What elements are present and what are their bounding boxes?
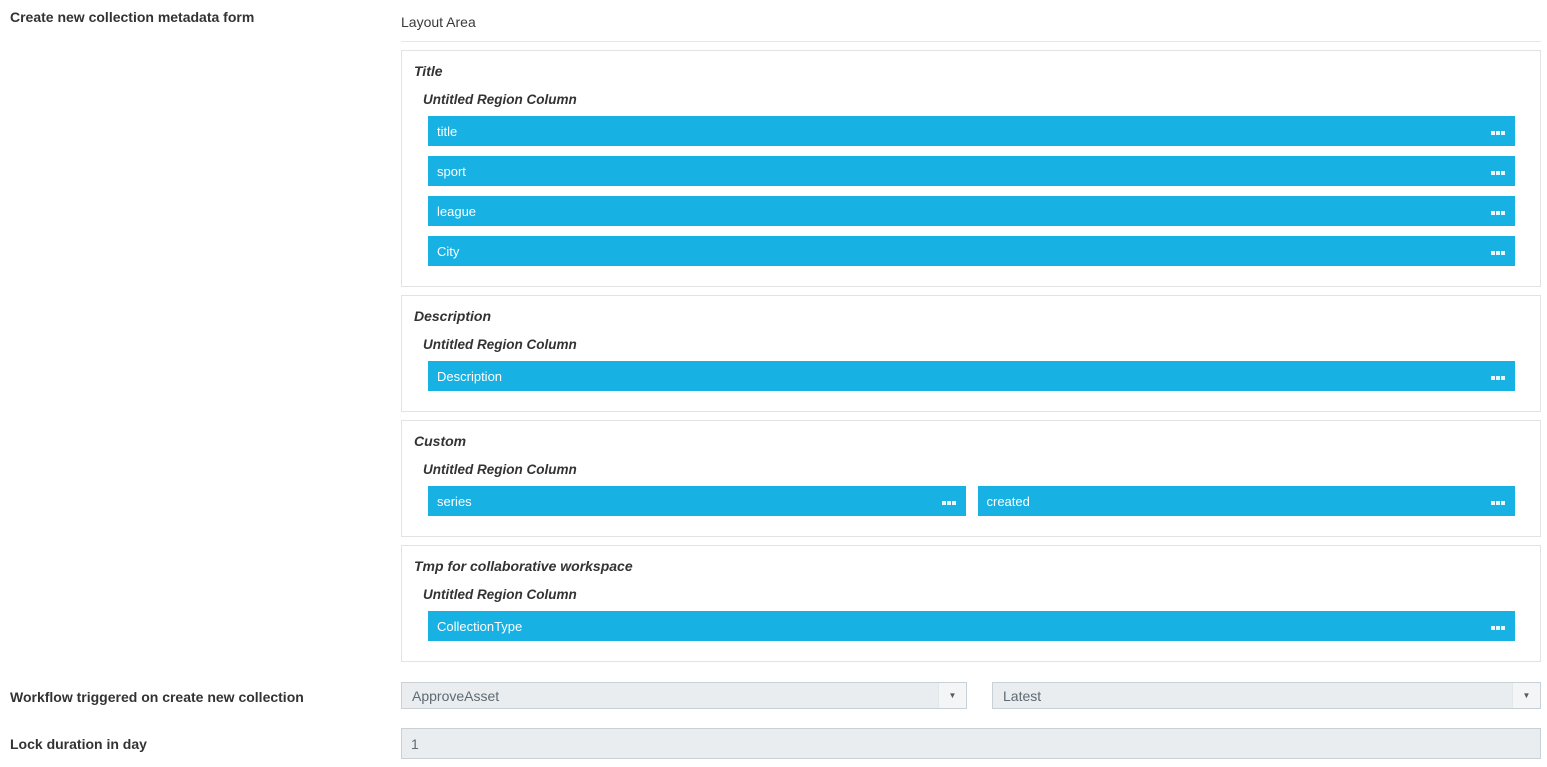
field-label: series (437, 493, 472, 509)
lock-row-label: Lock duration in day (10, 736, 147, 752)
region-column-label: Untitled Region Column (423, 337, 577, 352)
layout-section-custom: Custom Untitled Region Column series create… (401, 420, 1541, 537)
layout-area-title: Layout Area (401, 14, 476, 30)
chevron-down-icon[interactable]: ▼ (1512, 683, 1540, 708)
region-column-label: Untitled Region Column (423, 462, 577, 477)
field-league[interactable]: league (428, 196, 1515, 226)
field-label: sport (437, 163, 466, 179)
field-label: league (437, 203, 477, 219)
field-created[interactable]: created (977, 486, 1515, 516)
field-label: Description (437, 368, 503, 384)
region-column-label: Untitled Region Column (423, 587, 577, 602)
chevron-down-icon[interactable]: ▼ (938, 683, 966, 708)
drag-handle-icon[interactable] (1491, 251, 1505, 255)
drag-handle-icon[interactable] (1491, 211, 1505, 215)
field-series[interactable]: series (428, 486, 966, 516)
workflow-select[interactable]: ApproveAsset ▼ (401, 682, 967, 709)
section-title: Tmp for collaborative workspace (414, 558, 633, 574)
region-column-label: Untitled Region Column (423, 92, 577, 107)
workflow-select-value: ApproveAsset (412, 687, 500, 704)
workflow-version-select-value: Latest (1003, 687, 1042, 704)
drag-handle-icon[interactable] (1491, 501, 1505, 505)
field-description[interactable]: Description (428, 361, 1515, 391)
layout-section-description: Description Untitled Region Column Descrip… (401, 295, 1541, 412)
workflow-row: ApproveAsset ▼ Latest ▼ (401, 682, 1541, 709)
workflow-version-select[interactable]: Latest ▼ (992, 682, 1541, 709)
section-title: Custom (414, 433, 467, 449)
workflow-row-label: Workflow triggered on create new collect… (10, 689, 304, 705)
layout-area: Layout Area Title Untitled Region Column t… (401, 0, 1541, 759)
drag-handle-icon[interactable] (1491, 626, 1505, 630)
drag-handle-icon[interactable] (1491, 376, 1505, 380)
drag-handle-icon[interactable] (941, 501, 956, 505)
region-fields: series created (428, 486, 1515, 516)
region-fields: Description (428, 361, 1515, 391)
field-label: CollectionType (437, 618, 523, 634)
field-city[interactable]: City (428, 236, 1515, 266)
section-title: Title (414, 63, 443, 79)
layout-section-title: Title Untitled Region Column title sport lea… (401, 50, 1541, 287)
field-collectiontype[interactable]: CollectionType (428, 611, 1515, 641)
region-fields: title sport league City (428, 116, 1515, 266)
field-label: title (437, 123, 458, 139)
field-label: created (986, 493, 1030, 509)
layout-sections: Title Untitled Region Column title sport lea… (401, 50, 1541, 662)
region-fields: CollectionType (428, 611, 1515, 641)
layout-area-divider (401, 41, 1541, 42)
layout-section-tmp-for-collaborative-workspace: Tmp for collaborative workspace Untitled … (401, 545, 1541, 662)
form-section-label: Create new collection metadata form (10, 9, 255, 25)
lock-duration-input[interactable] (401, 728, 1541, 759)
drag-handle-icon[interactable] (1491, 131, 1505, 135)
section-title: Description (414, 308, 492, 324)
field-title[interactable]: title (428, 116, 1515, 146)
field-sport[interactable]: sport (428, 156, 1515, 186)
field-label: City (437, 243, 460, 259)
drag-handle-icon[interactable] (1491, 171, 1505, 175)
